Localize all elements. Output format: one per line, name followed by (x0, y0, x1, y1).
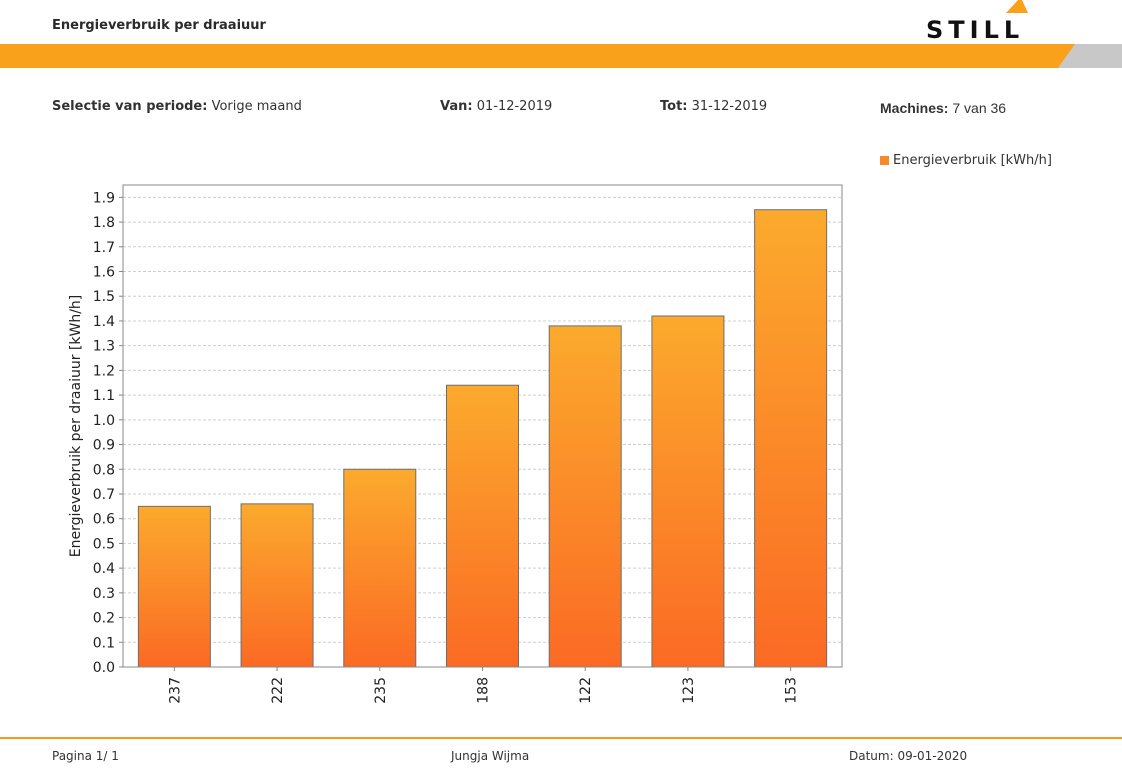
y-tick-label: 0.9 (93, 438, 115, 454)
to-filter: Tot: 31-12-2019 (660, 99, 767, 114)
to-label: Tot: (660, 99, 688, 114)
machines-filter: Machines: 7 van 36 (880, 100, 1006, 116)
y-tick-label: 1.2 (93, 363, 115, 379)
y-tick-label: 0.8 (93, 462, 115, 478)
y-axis-title: Energieverbruik per draaiuur [kWh/h] (68, 295, 84, 558)
footer-divider (0, 737, 1122, 739)
from-filter: Van: 01-12-2019 (440, 99, 552, 114)
from-label: Van: (440, 99, 473, 114)
bar-123 (651, 315, 725, 668)
period-label: Selectie van periode: (52, 99, 208, 114)
y-tick-label: 0.7 (93, 487, 115, 503)
bar-122 (548, 325, 622, 668)
bar-222 (240, 503, 314, 668)
report-title: Energieverbruik per draaiuur (52, 18, 266, 33)
bar-153 (754, 209, 828, 668)
y-tick-label: 0.3 (93, 586, 115, 602)
x-tick-label: 188 (476, 677, 492, 704)
y-tick-label: 1.0 (93, 413, 115, 429)
from-value: 01-12-2019 (476, 99, 553, 114)
x-tick-label: 122 (578, 677, 594, 704)
x-tick-label: 222 (270, 677, 286, 704)
y-tick-label: 1.7 (93, 240, 115, 256)
y-tick-label: 1.5 (93, 289, 115, 305)
y-tick-label: 0.4 (93, 561, 115, 577)
header-band (0, 44, 1122, 68)
page-number: Pagina 1/ 1 (52, 749, 119, 763)
print-date: Datum: 09-01-2020 (849, 749, 968, 763)
y-tick-label: 1.3 (93, 339, 115, 355)
y-tick-label: 0.5 (93, 536, 115, 552)
x-tick-label: 123 (681, 677, 697, 704)
period-filter: Selectie van periode: Vorige maand (52, 99, 302, 114)
machines-label: Machines: (880, 100, 949, 116)
y-tick-label: 0.6 (93, 512, 115, 528)
x-tick-label: 237 (167, 677, 183, 704)
y-tick-label: 0.0 (93, 660, 115, 676)
y-tick-label: 1.4 (93, 314, 115, 330)
x-tick-label: 153 (784, 677, 800, 704)
bar-235 (343, 468, 417, 668)
logo-accent-shape (1006, 0, 1028, 13)
logo-text: STILL (926, 16, 1024, 44)
y-tick-label: 1.6 (93, 265, 115, 281)
still-logo: STILL (926, 0, 1028, 44)
period-value: Vorige maand (211, 99, 302, 114)
user-name: Jungja Wijma (451, 749, 530, 763)
bar-237 (137, 505, 211, 668)
x-tick-label: 235 (373, 677, 389, 704)
machines-value: 7 van 36 (952, 100, 1007, 116)
y-tick-label: 1.8 (93, 215, 115, 231)
bar-188 (446, 384, 519, 668)
y-tick-label: 0.2 (93, 611, 115, 627)
legend-swatch (880, 156, 889, 165)
to-value: 31-12-2019 (691, 99, 768, 114)
legend-label: Energieverbruik [kWh/h] (893, 153, 1052, 168)
chart-legend: Energieverbruik [kWh/h] (880, 153, 1052, 168)
y-tick-label: 0.1 (93, 635, 115, 651)
y-tick-label: 1.1 (93, 388, 115, 404)
y-tick-label: 1.9 (93, 190, 115, 206)
